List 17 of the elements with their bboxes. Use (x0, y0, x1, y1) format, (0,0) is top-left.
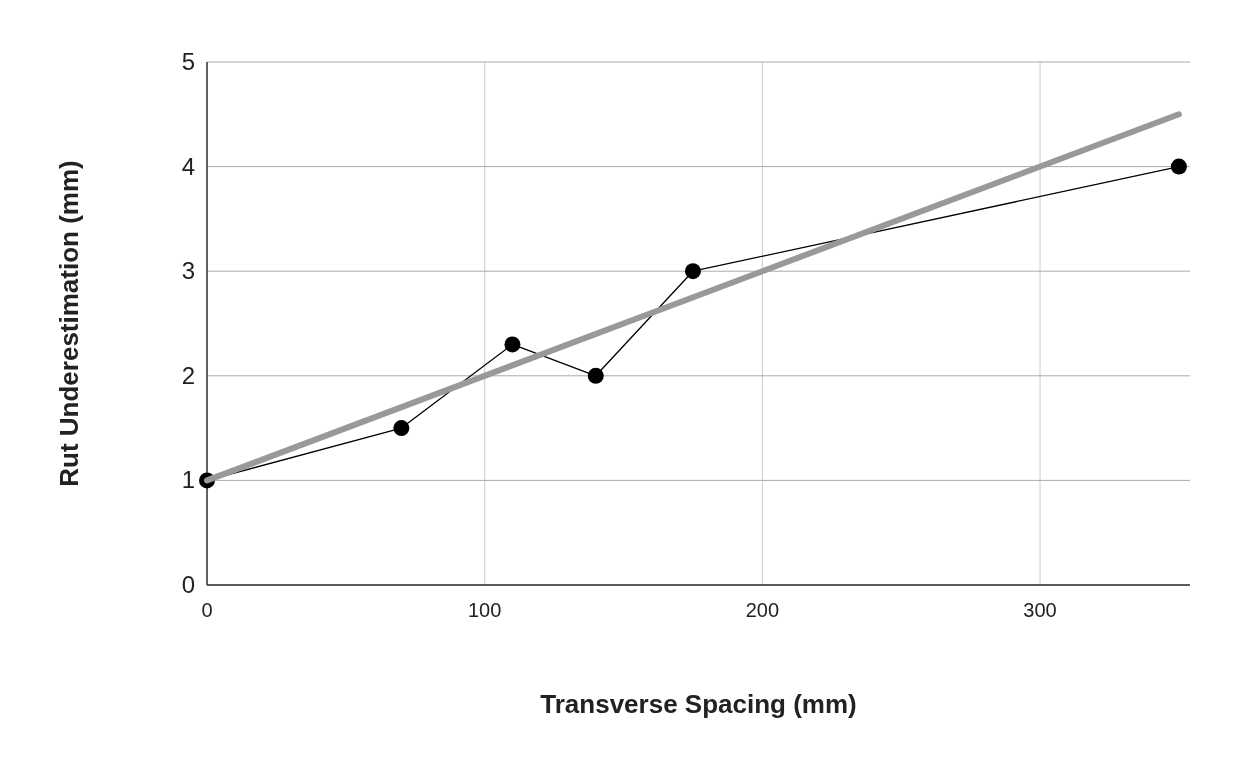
x-tick-label: 100 (468, 599, 502, 621)
point (684, 263, 701, 280)
point (504, 336, 521, 353)
y-tick-label: 5 (181, 48, 195, 75)
y-tick-label: 2 (181, 361, 195, 389)
y-tick-label: 1 (181, 466, 195, 494)
x-tick-label: 300 (1023, 599, 1057, 621)
y-tick-label: 4 (181, 152, 195, 180)
x-axis-title: Transverse Spacing (mm) (540, 689, 857, 719)
point (587, 367, 604, 384)
y-axis-title: Rut Underestimation (mm) (54, 160, 84, 487)
x-tick-label: 0 (201, 599, 213, 621)
y-tick-label: 3 (181, 257, 195, 285)
y-tick-label: 0 (181, 571, 195, 598)
point (1170, 158, 1187, 175)
point (393, 420, 410, 437)
x-tick-label: 200 (745, 599, 780, 621)
